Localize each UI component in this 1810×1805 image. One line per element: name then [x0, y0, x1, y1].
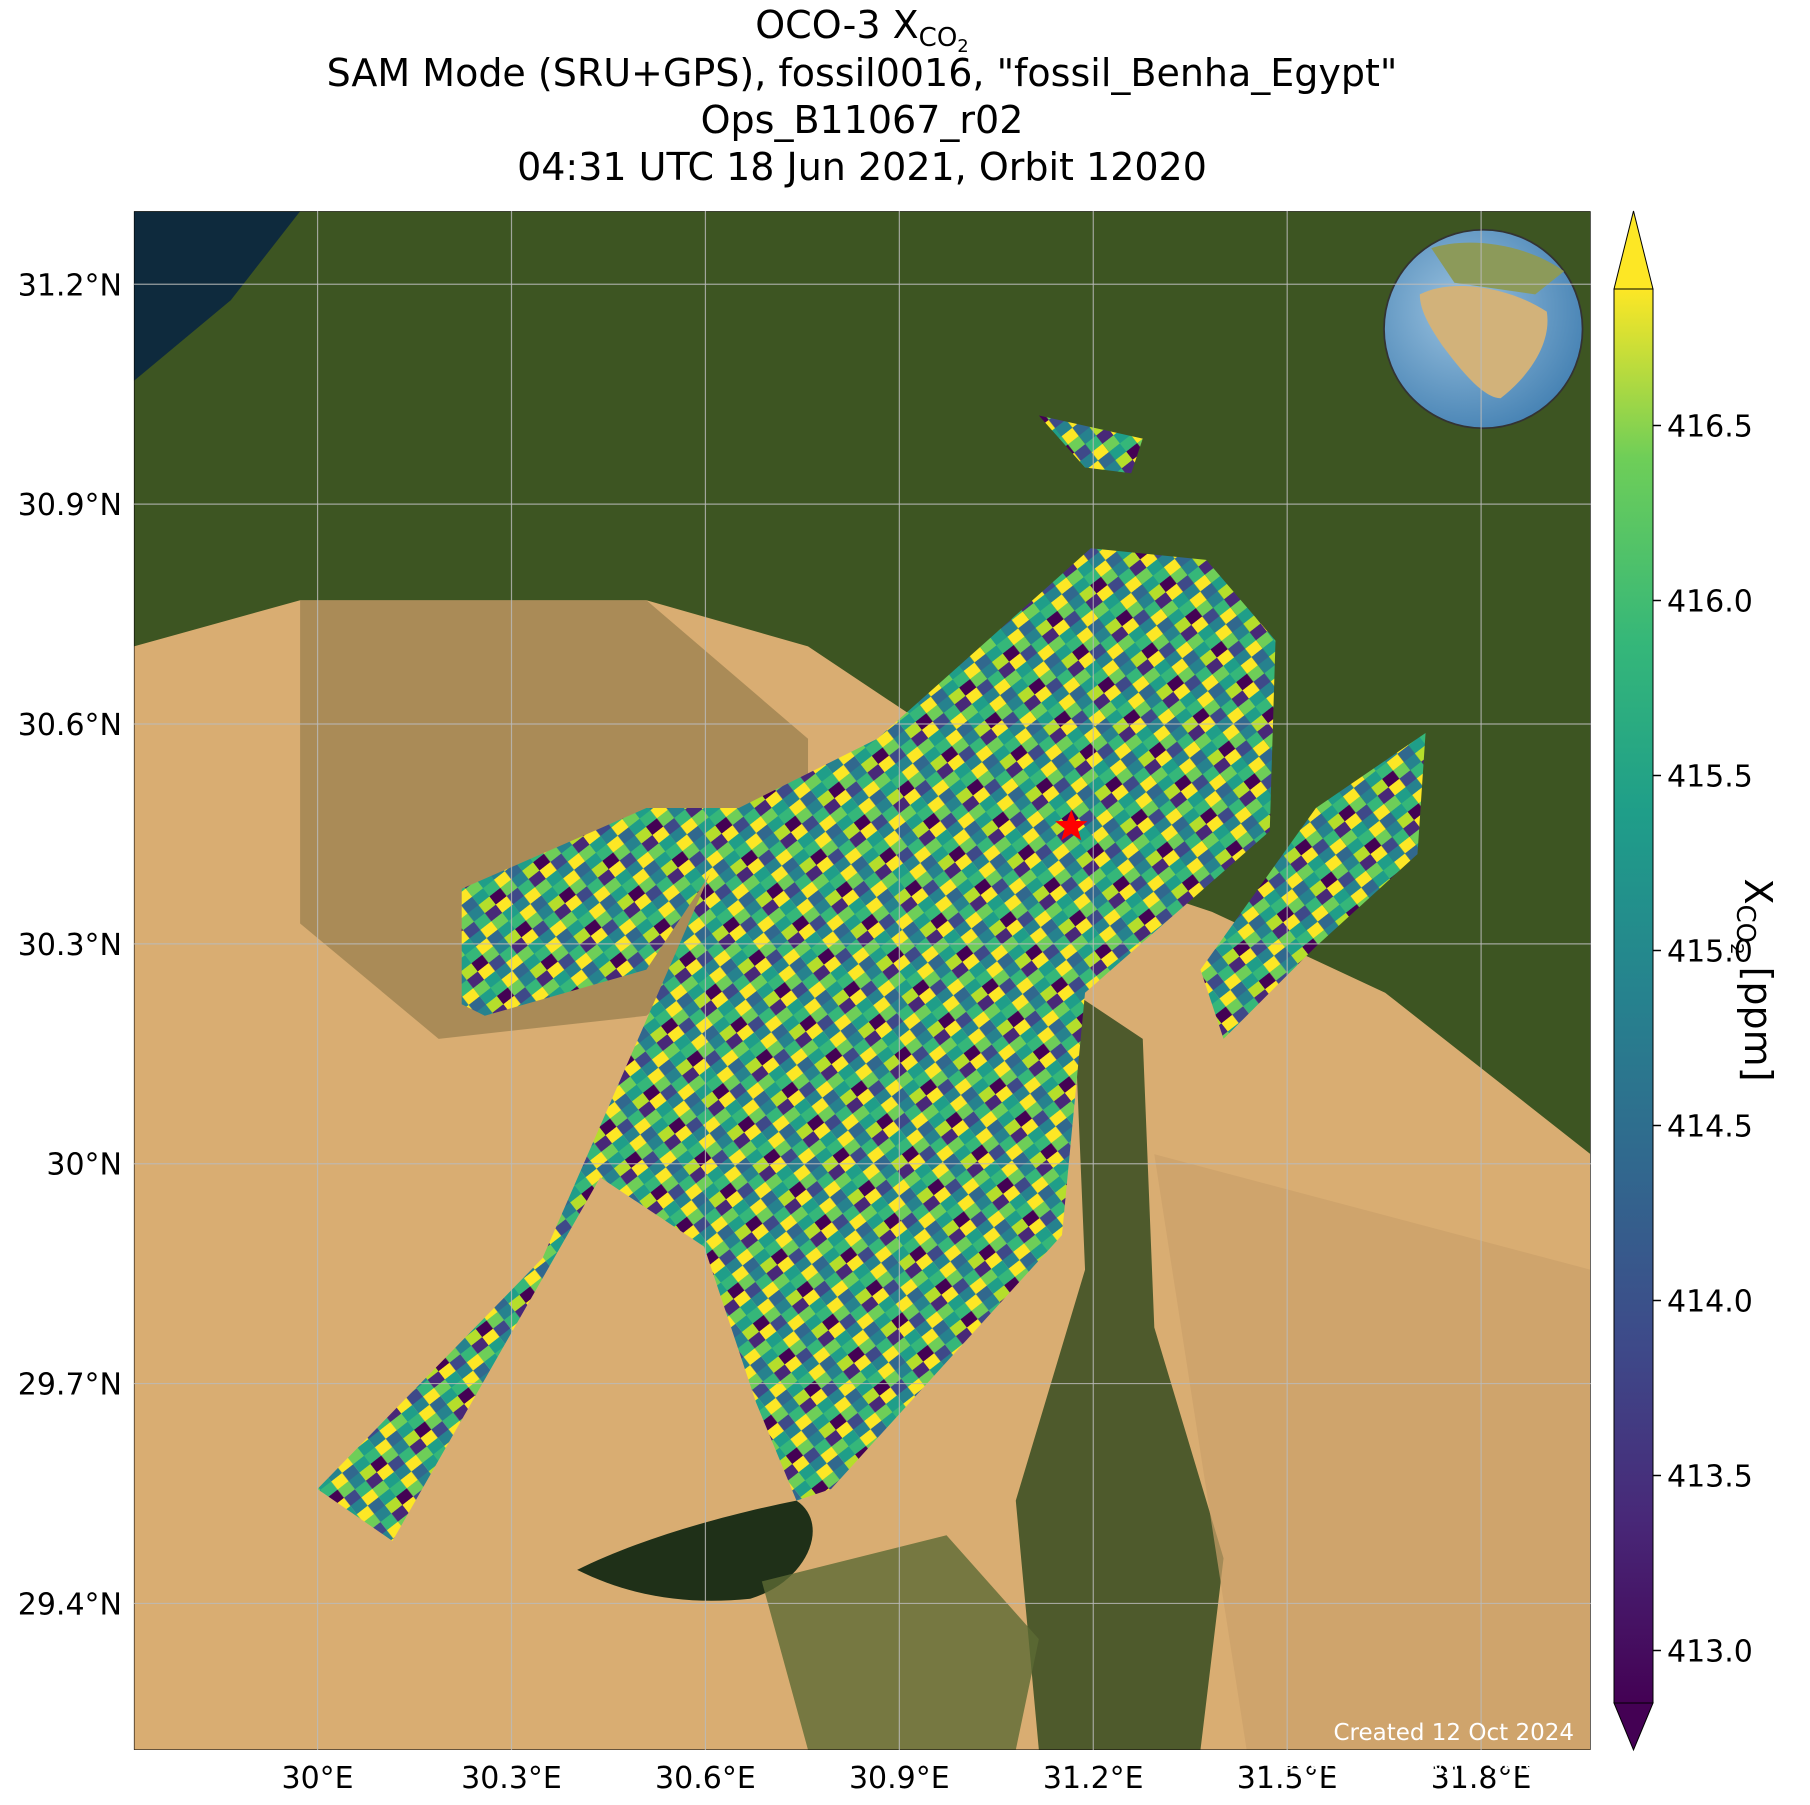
colorbar-extend [1613, 210, 1654, 290]
title-subscript: CO [919, 23, 958, 53]
colorbar-tick-label: 413.0 [1667, 1635, 1753, 1670]
colorbar-extend [1613, 1702, 1654, 1752]
y-tick-label: 31.2°N [18, 268, 122, 303]
title-text: OCO-3 X [755, 3, 918, 47]
x-tick-label: 30.3°E [461, 1761, 562, 1796]
colorbar-tick-label: 415.5 [1667, 760, 1753, 795]
annotation: Created 12 Oct 2024 [1333, 1720, 1574, 1746]
colorbar-label-sub: CO [1730, 905, 1760, 944]
annotation: Source: NASA/JPL-Caltech [1280, 1749, 1574, 1775]
y-tick-label: 30.3°N [18, 928, 122, 963]
y-tick-label: 30.6°N [18, 708, 122, 743]
colorbar-tick-label: 416.0 [1667, 585, 1753, 620]
chart-title: 04:31 UTC 18 Jun 2021, Orbit 12020 [517, 145, 1207, 189]
y-tick-label: 29.4°N [18, 1587, 122, 1622]
target-marker [1055, 809, 1088, 841]
title-subscript: 2 [957, 36, 968, 57]
x-tick-label: 30.6°E [655, 1761, 756, 1796]
colorbar-tick-label: 416.5 [1667, 410, 1753, 445]
y-tick-label: 29.7°N [18, 1368, 122, 1403]
colorbar-tick-label: 414.0 [1667, 1285, 1753, 1320]
colorbar-label-sub: 2 [1726, 943, 1747, 954]
colorbar: 413.0 413.5 414.0 414.5 415.0 415.5 416.0 416.5… [1613, 210, 1780, 1752]
colorbar-label-unit: [ppm] [1736, 967, 1780, 1082]
x-tick-label: 31.5°E [1237, 1761, 1338, 1796]
y-tick-label: 30°N [46, 1148, 122, 1183]
chart-title: OCO-3 XCO2 [755, 3, 969, 57]
x-tick-label: 30.9°E [849, 1761, 950, 1796]
x-tick-label: 30°E [282, 1761, 354, 1796]
colorbar-frame [1613, 288, 1654, 1704]
y-tick-label: 30.9°N [18, 488, 122, 523]
colorbar-tick-label: 414.5 [1667, 1110, 1753, 1145]
chart-title: SAM Mode (SRU+GPS), fossil0016, "fossil_… [327, 51, 1398, 95]
colorbar-label: XCO2 [ppm] [1726, 878, 1780, 1081]
colorbar-tick-label: 413.5 [1667, 1460, 1753, 1495]
colorbar-body [1614, 289, 1653, 1703]
x-tick-label: 31.8°E [1431, 1761, 1532, 1796]
colorbar-label-text: X [1736, 878, 1780, 904]
x-tick-label: 31.2°E [1043, 1761, 1144, 1796]
chart-title: Ops_B11067_r02 [701, 98, 1024, 142]
colorbar-tick-label: 415.0 [1667, 935, 1753, 970]
basemap [133, 211, 1591, 1750]
